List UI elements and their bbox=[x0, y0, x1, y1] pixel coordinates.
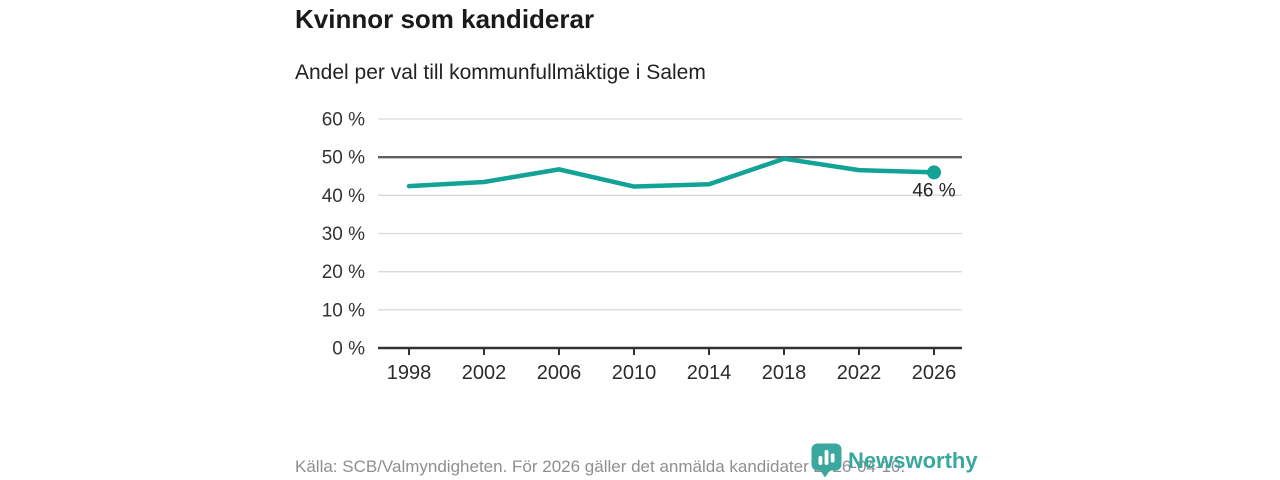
newsworthy-bar-chart-icon bbox=[811, 443, 842, 478]
end-value-label: 46 % bbox=[912, 180, 955, 201]
y-tick-label: 10 % bbox=[322, 300, 365, 321]
y-tick-label: 60 % bbox=[322, 110, 365, 131]
x-tick-label: 2002 bbox=[462, 362, 507, 384]
x-tick-label: 2022 bbox=[837, 362, 882, 384]
data-line bbox=[406, 156, 937, 189]
end-point-marker bbox=[927, 165, 941, 180]
y-tick-label: 50 % bbox=[322, 148, 365, 169]
line-chart: 60 % 50 % 40 % 30 % 20 % 10 % 0 % 1998 2002 2006 2… bbox=[322, 110, 962, 384]
y-tick-label: 20 % bbox=[322, 262, 365, 283]
y-tick-label: 40 % bbox=[322, 186, 365, 207]
source-note: Källa: SCB/Valmyndigheten. För 2026 gäll… bbox=[295, 457, 906, 476]
y-tick-label: 0 % bbox=[332, 339, 365, 360]
newsworthy-logo: Newsworthy bbox=[811, 443, 978, 478]
x-tick-label: 2018 bbox=[762, 362, 807, 384]
y-tick-label: 30 % bbox=[322, 224, 365, 245]
chart-subtitle: Andel per val till kommunfullmäktige i S… bbox=[295, 61, 706, 84]
page-title: Kvinnor som kandiderar bbox=[295, 4, 595, 34]
x-tick-label: 2006 bbox=[537, 362, 582, 384]
x-tick-label: 2026 bbox=[912, 362, 957, 384]
x-tick-label: 1998 bbox=[387, 362, 432, 384]
x-tick-label: 2010 bbox=[612, 362, 657, 384]
brand-name: Newsworthy bbox=[848, 447, 978, 473]
x-tick-label: 2014 bbox=[687, 362, 732, 384]
